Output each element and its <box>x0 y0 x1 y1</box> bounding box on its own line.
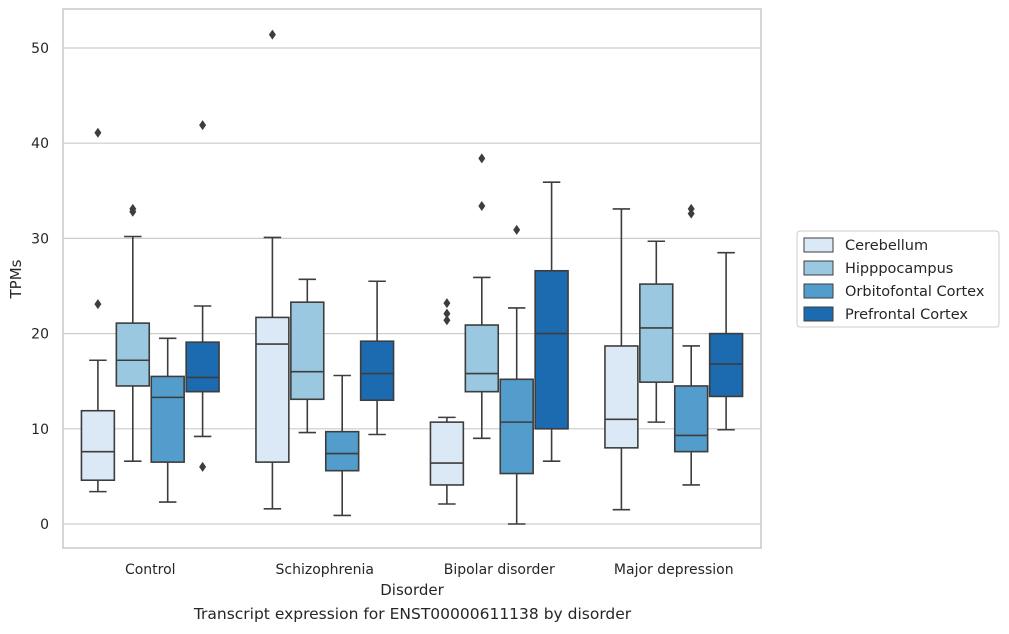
box-group <box>115 203 151 462</box>
figure-caption: Transcript expression for ENST0000061113… <box>193 605 632 623</box>
legend-label: Prefrontal Cortex <box>845 307 968 323</box>
y-tick-label: 50 <box>31 41 49 57</box>
x-axis-label: Disorder <box>380 581 444 599</box>
box <box>185 341 220 393</box>
box-group <box>324 374 360 517</box>
box <box>429 421 465 486</box>
box <box>80 409 116 482</box>
outlier-point <box>443 315 451 326</box>
box <box>255 316 290 463</box>
box <box>499 378 534 475</box>
box-group <box>604 208 639 511</box>
outlier-point <box>478 201 486 212</box>
box-series <box>80 29 744 525</box>
y-tick-labels: 0 10 20 30 40 50 <box>31 41 49 533</box>
box-group <box>464 153 500 440</box>
box-group <box>673 203 709 486</box>
box-group <box>255 29 290 510</box>
outlier-point <box>443 308 451 319</box>
outlier-point <box>687 203 695 214</box>
legend-label: Cerebellum <box>845 238 928 254</box>
box-group <box>150 337 185 503</box>
y-tick-label: 40 <box>31 136 49 152</box>
box <box>673 385 709 453</box>
y-tick-label: 30 <box>31 231 49 247</box>
y-tick-label: 0 <box>40 517 49 533</box>
box <box>290 301 325 401</box>
outlier-point <box>443 298 451 309</box>
outlier-point <box>513 224 521 235</box>
outlier-point <box>199 120 207 131</box>
plot-frame <box>62 8 762 549</box>
x-tick-label: Bipolar disorder <box>444 562 555 578</box>
x-tick-label: Schizophrenia <box>276 562 374 578</box>
legend-frame <box>796 230 1000 328</box>
legend: Cerebellum Hipppocampus Orbitofontal Corte… <box>796 230 1000 328</box>
box-group <box>185 120 220 472</box>
box-group <box>359 280 395 436</box>
y-tick-label: 20 <box>31 327 49 343</box>
box <box>708 332 744 398</box>
box <box>604 345 639 449</box>
box-group <box>499 224 534 525</box>
x-tick-label: Major depression <box>614 562 734 578</box>
box-group <box>290 278 325 434</box>
legend-swatch <box>803 237 834 253</box>
box <box>359 340 395 402</box>
legend-swatch <box>803 306 834 322</box>
box-group <box>429 298 465 505</box>
box <box>150 375 185 463</box>
outlier-point <box>268 29 276 40</box>
outlier-point <box>94 127 102 138</box>
box-group <box>80 127 116 493</box>
outlier-point <box>199 461 207 472</box>
x-tick-label: Control <box>125 562 176 578</box>
legend-swatch <box>803 283 834 299</box>
outlier-point <box>478 153 486 164</box>
y-axis-label: TPMs <box>7 259 25 299</box>
legend-label: Hipppocampus <box>845 261 953 277</box>
box-group <box>708 251 744 431</box>
box <box>534 269 569 430</box>
box-group <box>534 181 569 462</box>
x-tick-labels: Control Schizophrenia Bipolar disorder Majo… <box>125 562 734 578</box>
legend-swatch <box>803 260 834 276</box>
outlier-point <box>129 203 137 214</box>
legend-label: Orbitofontal Cortex <box>845 284 985 300</box>
box <box>115 322 151 387</box>
y-tick-label: 10 <box>31 422 49 438</box>
box-group <box>639 240 674 423</box>
box <box>639 283 674 383</box>
outlier-point <box>94 299 102 310</box>
box <box>324 430 360 472</box>
box <box>464 324 500 393</box>
